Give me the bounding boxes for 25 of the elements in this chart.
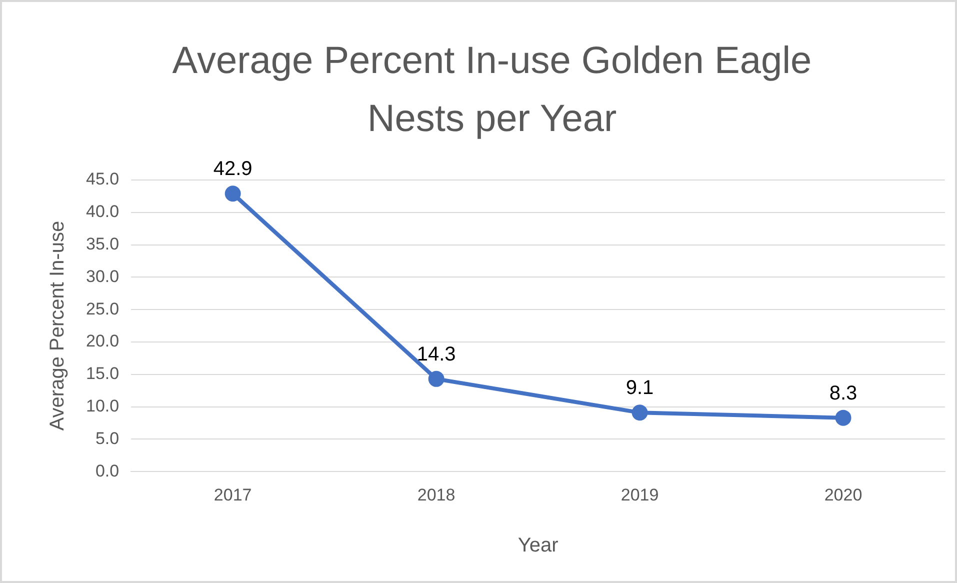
y-tick-label: 40.0 — [86, 202, 120, 222]
data-label: 8.3 — [829, 382, 858, 404]
y-tick-label: 5.0 — [95, 428, 120, 448]
x-tick-label: 2017 — [214, 485, 252, 504]
x-tick-label: 2020 — [824, 485, 862, 504]
point — [224, 186, 241, 202]
point — [428, 370, 444, 387]
point — [835, 410, 852, 426]
chart-title: Average Percent In-use Golden Eagle Nests per Year — [171, 39, 813, 142]
y-tick-label: 45.0 — [86, 170, 120, 189]
y-tick-label: 10.0 — [86, 396, 120, 416]
x-tick-label: 2018 — [417, 485, 456, 504]
y-tick-label: 25.0 — [86, 299, 120, 318]
y-axis-title: Average Percent In-use — [46, 220, 69, 431]
data-label: 42.9 — [213, 158, 252, 180]
data-label: 9.1 — [626, 377, 654, 400]
y-tick-label: 0.0 — [95, 461, 120, 480]
y-tick-label: 35.0 — [86, 234, 120, 254]
x-axis-title: Year — [518, 534, 559, 557]
y-tick-label: 30.0 — [86, 266, 120, 286]
y-tick-label: 20.0 — [86, 332, 120, 351]
x-tick-label: 2019 — [620, 485, 659, 504]
point — [632, 404, 648, 421]
y-tick-label: 15.0 — [86, 364, 120, 384]
data-label: 14.3 — [416, 343, 456, 366]
